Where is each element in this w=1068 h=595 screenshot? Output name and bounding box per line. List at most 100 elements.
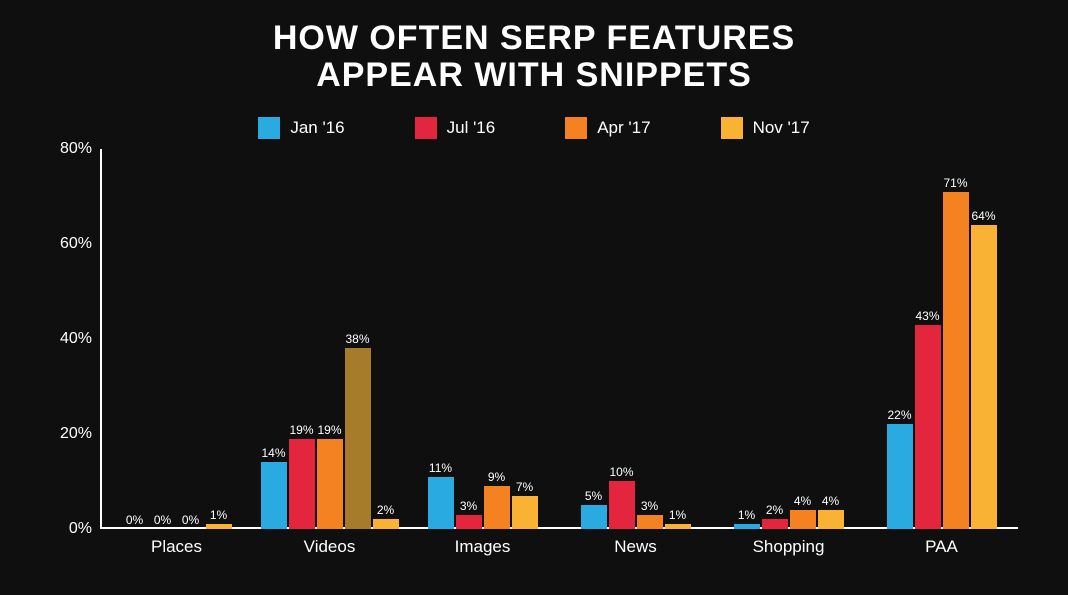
bar <box>762 519 788 529</box>
bar-value-label: 71% <box>943 176 967 190</box>
bar <box>915 325 941 529</box>
bar-wrap: 5% <box>581 149 607 529</box>
bar-value-label: 22% <box>887 408 911 422</box>
bar <box>943 192 969 529</box>
x-axis-label: PAA <box>865 537 1018 557</box>
bar <box>665 524 691 529</box>
bar-groups: 0% 0% 0% 1% 14% 19% 19% 38% 2% 11% 3% 9% 7% 5% 10% 3% 1%… <box>100 149 1018 529</box>
bar-wrap: 19% <box>317 149 343 529</box>
bar <box>317 439 343 529</box>
bar-wrap: 9% <box>484 149 510 529</box>
bar <box>484 486 510 529</box>
bar <box>373 519 399 529</box>
bar-value-label: 64% <box>971 209 995 223</box>
bar-value-label: 5% <box>585 489 602 503</box>
legend-swatch <box>258 117 280 139</box>
legend-item: Nov '17 <box>721 117 810 139</box>
legend-label: Jan '16 <box>290 118 344 138</box>
chart-title: HOW OFTEN SERP FEATURES APPEAR WITH SNIP… <box>40 20 1028 95</box>
bar <box>581 505 607 529</box>
y-tick-label: 80% <box>60 140 92 158</box>
bar-value-label: 3% <box>641 499 658 513</box>
bar <box>790 510 816 529</box>
bar-wrap: 2% <box>762 149 788 529</box>
bar <box>512 496 538 529</box>
legend-label: Jul '16 <box>447 118 496 138</box>
bar-group: 0% 0% 0% 1% <box>100 149 253 529</box>
legend-swatch <box>415 117 437 139</box>
x-axis-label: Videos <box>253 537 406 557</box>
bar-value-label: 7% <box>516 480 533 494</box>
bar-value-label: 38% <box>345 332 369 346</box>
bar <box>609 481 635 529</box>
bar-value-label: 11% <box>429 461 452 475</box>
bar-value-label: 4% <box>822 494 839 508</box>
y-tick-label: 60% <box>60 235 92 253</box>
bar-wrap: 19% <box>289 149 315 529</box>
bar-wrap: 43% <box>915 149 941 529</box>
bar-wrap: 2% <box>373 149 399 529</box>
bar-group: 14% 19% 19% 38% 2% <box>253 149 406 529</box>
bar-wrap: 0% <box>150 149 176 529</box>
bar-wrap: 1% <box>665 149 691 529</box>
legend-label: Nov '17 <box>753 118 810 138</box>
title-line-2: APPEAR WITH SNIPPETS <box>316 56 752 94</box>
bar-wrap: 38% <box>345 149 371 529</box>
x-axis-label: News <box>559 537 712 557</box>
bar-wrap: 11% <box>428 149 454 529</box>
bar-value-label: 1% <box>210 508 227 522</box>
bar-value-label: 10% <box>609 465 633 479</box>
x-axis-label: Places <box>100 537 253 557</box>
bar-wrap: 1% <box>206 149 232 529</box>
bar-value-label: 2% <box>766 503 783 517</box>
bar-wrap: 3% <box>456 149 482 529</box>
bar <box>818 510 844 529</box>
bar-value-label: 19% <box>317 423 341 437</box>
bar-value-label: 1% <box>738 508 755 522</box>
bar <box>206 524 232 529</box>
bar-group: 22% 43% 71% 64% <box>865 149 1018 529</box>
bar-value-label: 14% <box>261 446 285 460</box>
bar-wrap: 3% <box>637 149 663 529</box>
y-tick-label: 0% <box>69 520 92 538</box>
bar <box>637 515 663 529</box>
bar-value-label: 4% <box>794 494 811 508</box>
y-tick-label: 40% <box>60 330 92 348</box>
x-axis-label: Shopping <box>712 537 865 557</box>
legend-swatch <box>721 117 743 139</box>
plot-area: 0%20%40%60%80% 0%0%0%1%14%19%19%38%2%11%… <box>100 149 1018 529</box>
legend: Jan '16 Jul '16 Apr '17 Nov '17 <box>40 117 1028 139</box>
bar <box>428 477 454 529</box>
bar-value-label: 19% <box>289 423 313 437</box>
bar-wrap: 0% <box>178 149 204 529</box>
x-axis-labels: PlacesVideosImagesNewsShoppingPAA <box>100 537 1018 557</box>
bar <box>971 225 997 529</box>
bar-group: 1% 2% 4% 4% <box>712 149 865 529</box>
x-axis-label: Images <box>406 537 559 557</box>
bar <box>345 348 371 529</box>
legend-label: Apr '17 <box>597 118 650 138</box>
bar-value-label: 3% <box>460 499 477 513</box>
bar <box>887 424 913 529</box>
bar-value-label: 2% <box>377 503 394 517</box>
bar-value-label: 0% <box>154 513 171 527</box>
bar <box>734 524 760 529</box>
bar-group: 11% 3% 9% 7% <box>406 149 559 529</box>
chart-container: HOW OFTEN SERP FEATURES APPEAR WITH SNIP… <box>0 0 1068 595</box>
bar-group: 5% 10% 3% 1% <box>559 149 712 529</box>
bar-value-label: 0% <box>182 513 199 527</box>
bar <box>289 439 315 529</box>
legend-swatch <box>565 117 587 139</box>
bar-wrap: 10% <box>609 149 635 529</box>
bar-value-label: 0% <box>126 513 143 527</box>
legend-item: Apr '17 <box>565 117 650 139</box>
legend-item: Jul '16 <box>415 117 496 139</box>
bar-wrap: 4% <box>790 149 816 529</box>
bar-wrap: 64% <box>971 149 997 529</box>
bar-wrap: 0% <box>122 149 148 529</box>
bar-wrap: 1% <box>734 149 760 529</box>
bar-value-label: 9% <box>488 470 505 484</box>
bar-value-label: 43% <box>915 309 939 323</box>
bar-wrap: 7% <box>512 149 538 529</box>
y-tick-label: 20% <box>60 425 92 443</box>
